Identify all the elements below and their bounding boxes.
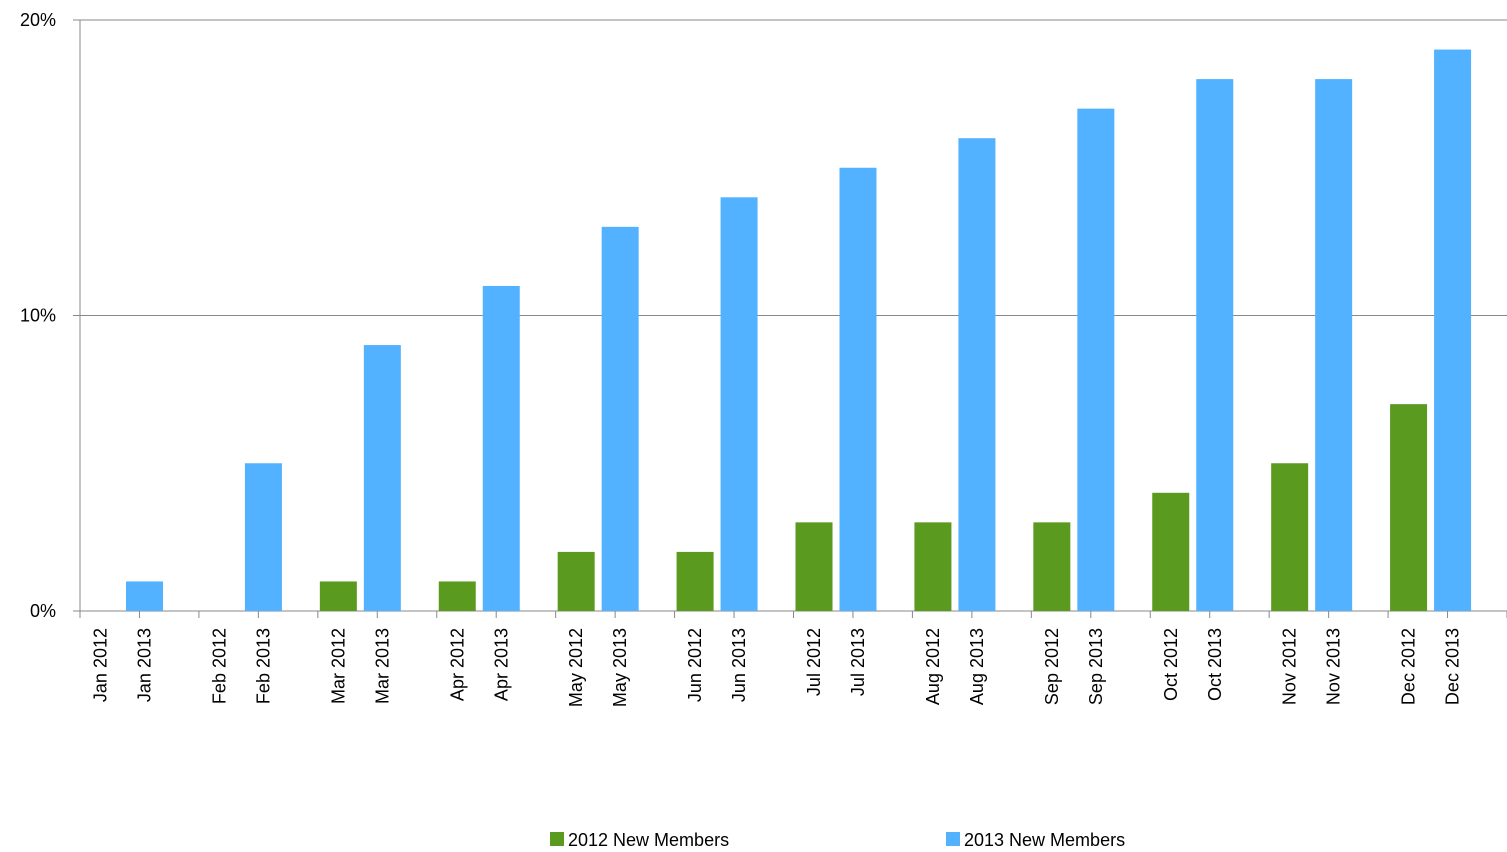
x-tick-label: Sep 2012 — [1042, 628, 1062, 705]
x-tick-label: Dec 2012 — [1399, 628, 1419, 705]
legend-swatch — [550, 832, 564, 846]
x-tick-label: Oct 2012 — [1161, 628, 1181, 701]
bar — [914, 522, 952, 611]
x-tick-label: Aug 2013 — [967, 628, 987, 705]
bar — [1271, 463, 1309, 611]
x-tick-label: Mar 2013 — [372, 628, 392, 704]
legend-label: 2012 New Members — [568, 830, 729, 850]
bar — [1434, 49, 1472, 612]
y-tick-label: 0% — [30, 601, 56, 621]
x-tick-label: Dec 2013 — [1443, 628, 1463, 705]
x-tick-label: Jun 2012 — [685, 628, 705, 702]
bar — [126, 581, 163, 611]
bar — [1152, 492, 1190, 611]
x-tick-label: May 2012 — [566, 628, 586, 707]
bar — [839, 167, 877, 611]
bar — [1077, 108, 1115, 612]
y-tick-label: 20% — [20, 10, 56, 30]
x-tick-label: Jun 2013 — [729, 628, 749, 702]
legend-label: 2013 New Members — [964, 830, 1125, 850]
x-tick-label: Feb 2013 — [253, 628, 273, 704]
x-tick-label: Oct 2013 — [1205, 628, 1225, 701]
bar — [482, 285, 520, 611]
x-tick-label: Aug 2012 — [923, 628, 943, 705]
x-tick-label: Mar 2012 — [328, 628, 348, 704]
x-tick-label: Nov 2012 — [1280, 628, 1300, 705]
x-tick-label: Jul 2013 — [848, 628, 868, 696]
bar — [244, 463, 282, 611]
x-tick-label: Nov 2013 — [1324, 628, 1344, 705]
x-tick-label: Apr 2013 — [491, 628, 511, 701]
bar — [720, 197, 758, 612]
bar — [363, 345, 401, 611]
bar — [795, 522, 833, 611]
bar — [1390, 404, 1428, 611]
y-tick-label: 10% — [20, 306, 56, 326]
bar — [1315, 79, 1353, 612]
x-tick-label: Apr 2012 — [447, 628, 467, 701]
bar — [438, 581, 476, 611]
x-tick-label: Jan 2013 — [135, 628, 155, 702]
x-tick-label: Jul 2012 — [804, 628, 824, 696]
bar — [319, 581, 357, 611]
bar — [676, 551, 714, 611]
bar — [958, 138, 996, 611]
x-tick-label: May 2013 — [610, 628, 630, 707]
x-tick-label: Sep 2013 — [1086, 628, 1106, 705]
bar — [557, 551, 595, 611]
legend-swatch — [946, 832, 960, 846]
bar — [1196, 79, 1234, 612]
bar — [601, 226, 639, 611]
bar — [1033, 522, 1071, 611]
x-tick-label: Feb 2012 — [209, 628, 229, 704]
x-tick-label: Jan 2012 — [91, 628, 111, 702]
